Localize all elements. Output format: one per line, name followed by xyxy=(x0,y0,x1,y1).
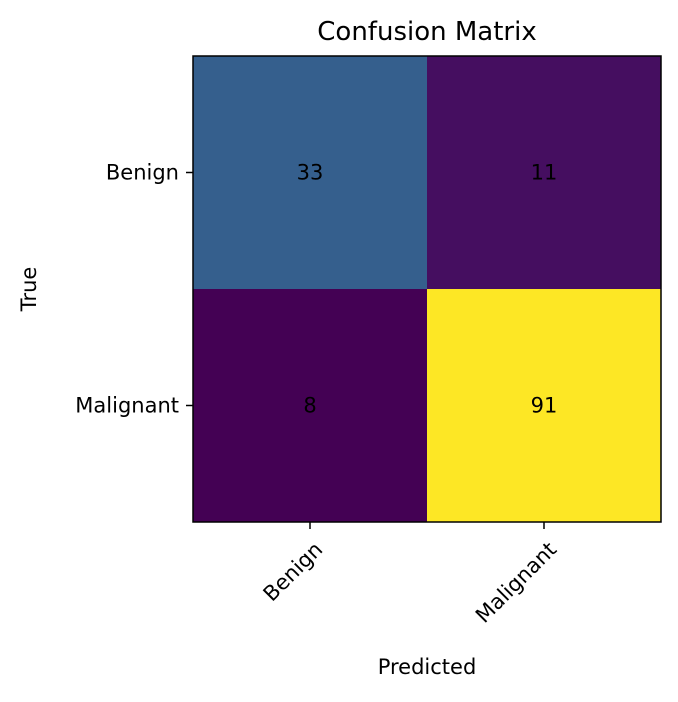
heatmap-cell xyxy=(427,56,662,290)
y-axis-label: True xyxy=(17,267,41,313)
plot-frame xyxy=(192,55,662,523)
cell-value-label: 33 xyxy=(297,161,324,185)
heatmap-cells xyxy=(193,56,662,523)
heatmap-cell xyxy=(193,289,428,523)
y-tick-label: Malignant xyxy=(75,394,179,418)
cell-value-label: 8 xyxy=(303,394,316,418)
heatmap-cell-labels: 33 11 8 91 xyxy=(297,161,558,418)
cell-value-label: 11 xyxy=(531,161,558,185)
y-axis-ticks: Benign Malignant xyxy=(75,161,193,418)
chart-title: Confusion Matrix xyxy=(317,17,536,47)
y-tick-label: Benign xyxy=(106,161,179,185)
heatmap-cell xyxy=(193,56,428,290)
x-axis-label: Predicted xyxy=(378,655,477,679)
cell-value-label: 91 xyxy=(531,394,558,418)
heatmap-cell xyxy=(427,289,662,523)
